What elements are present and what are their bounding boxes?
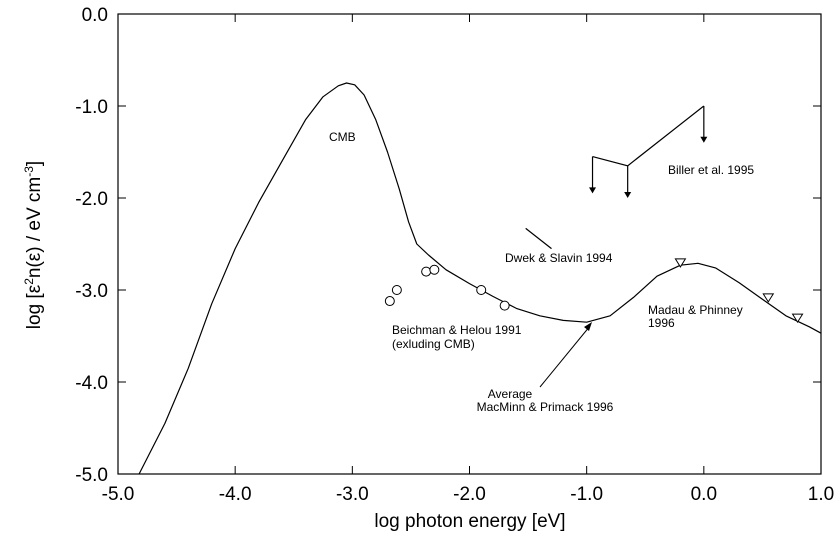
y-axis-title-prefix: log [ (24, 293, 45, 330)
annotation-dwek: Dwek & Slavin 1994 (505, 251, 613, 265)
y-tick-label: 0.0 (82, 5, 108, 26)
biller-arrow-head (589, 187, 597, 194)
x-tick-label: 0.0 (691, 484, 717, 505)
plot-area: -5.0 -4.0 -3.0 -2.0 -1.0 0.0 1.0 0.0 -1.0 -2.0 -3… (75, 5, 834, 505)
y-tick-label: -4.0 (75, 373, 108, 394)
beichman-point (499, 300, 510, 311)
x-tick-label: -5.0 (102, 484, 135, 505)
x-tick-label: -2.0 (453, 484, 486, 505)
x-axis-title: log photon energy [eV] (374, 511, 565, 532)
x-ticks: -5.0 -4.0 -3.0 -2.0 -1.0 0.0 1.0 (102, 14, 834, 505)
madau-point (762, 293, 775, 303)
annotation-cmb: CMB (329, 130, 356, 144)
beichman-point (384, 296, 395, 307)
average-pointer-line (539, 325, 591, 388)
annotation-madau-line1: Madau & Phinney (648, 303, 743, 317)
average-pointer-head (584, 322, 592, 331)
series-group (138, 82, 822, 475)
y-axis-title: log [ε2n(ε) / eV cm-3] (22, 161, 45, 329)
y-tick-label: -1.0 (75, 97, 108, 118)
biller-arrow-head (700, 136, 708, 143)
annotation-madau-line2: 1996 (648, 316, 675, 330)
annotations: CMB Biller et al. 1995 Dwek & Slavin 199… (329, 130, 754, 414)
y-axis-title-suffix: ] (24, 161, 45, 166)
y-tick-label: -2.0 (75, 189, 108, 210)
y-axis-title-supm3: -3 (22, 166, 36, 177)
upper-limits (589, 105, 708, 198)
plot-frame (117, 13, 822, 475)
biller-limit-line (592, 105, 705, 167)
beichman-point (421, 266, 432, 277)
beichman-point (429, 264, 440, 275)
madau-point (791, 313, 804, 324)
markers-group (384, 258, 804, 324)
annotation-biller: Biller et al. 1995 (668, 163, 754, 177)
x-tick-label: -3.0 (336, 484, 369, 505)
y-tick-label: -5.0 (75, 465, 108, 486)
annotation-average-line2: MacMinn & Primack 1996 (477, 400, 614, 414)
average-curve (138, 82, 822, 475)
beichman-point (391, 285, 402, 295)
biller-arrow-head (624, 192, 632, 198)
y-ticks: 0.0 -1.0 -2.0 -3.0 -4.0 -5.0 (75, 5, 821, 486)
x-tick-label: 1.0 (808, 484, 834, 505)
annotation-average-line1: Average (488, 387, 533, 401)
y-axis-title-mid: n(ε) / eV cm (24, 177, 45, 278)
dwek-slavin-segment (525, 227, 552, 250)
y-axis-title-sup2: 2 (22, 278, 36, 285)
annotation-beichman-line1: Beichman & Helou 1991 (392, 323, 522, 337)
x-tick-label: -4.0 (219, 484, 252, 505)
y-tick-label: -3.0 (75, 281, 108, 302)
beichman-point (476, 285, 487, 295)
x-tick-label: -1.0 (570, 484, 603, 505)
madau-point (674, 258, 687, 268)
y-axis-title-eps: ε (24, 284, 45, 293)
annotation-beichman-line2: (exluding CMB) (392, 337, 475, 351)
